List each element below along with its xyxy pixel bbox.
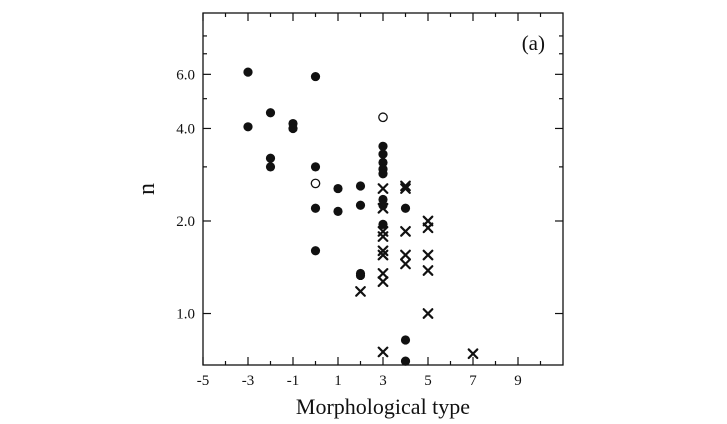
x-tick-label: -1 [287, 373, 300, 389]
filled-circle-point [355, 200, 366, 210]
filled-circle-point [400, 335, 411, 345]
filled-circle-point [355, 270, 366, 281]
filled-circle-point [310, 71, 321, 82]
filled-circle-point [378, 200, 388, 210]
x-tick-label: 7 [469, 373, 477, 389]
y-tick-label: 2.0 [176, 214, 195, 230]
cross-point [467, 348, 479, 360]
filled-circle-point [378, 169, 388, 179]
x-tick-label: 1 [334, 373, 342, 389]
cross-point [422, 249, 434, 261]
filled-circle-point [310, 162, 321, 172]
cross-point [422, 308, 434, 319]
filled-circle-point [310, 246, 321, 256]
filled-circle-point [243, 67, 253, 77]
y-axis-label: n [134, 183, 160, 195]
filled-circle-point [378, 157, 388, 168]
cross-point [377, 268, 389, 279]
cross-point [355, 286, 366, 297]
cross-point [422, 222, 434, 234]
cross-point [377, 249, 389, 261]
y-axis-ticks: 1.0 2.0 4.0 6.0 [176, 35, 563, 323]
cross-point [400, 225, 411, 237]
filled-circle-point [265, 153, 276, 163]
x-tick-label: 3 [379, 373, 387, 389]
filled-circle-point [378, 219, 388, 229]
x-tick-label: -5 [197, 373, 210, 389]
x-axis-label: Morphological type [296, 394, 470, 419]
cross-point [377, 202, 389, 214]
x-axis-ticks: -5 -3 -1 1 3 5 7 9 [197, 13, 542, 389]
cross-point [400, 249, 411, 261]
x-tick-label: -3 [242, 373, 255, 389]
x-tick-label: 9 [514, 373, 522, 389]
filled-circle-point [310, 203, 321, 213]
cross-point [400, 258, 411, 270]
filled-circle-point [288, 123, 298, 134]
filled-circle-point [378, 141, 388, 151]
cross-point [377, 346, 389, 358]
filled-circle-point [243, 122, 253, 132]
y-tick-label: 4.0 [176, 121, 195, 137]
open-circle-point [310, 178, 321, 189]
cross-point [377, 183, 389, 194]
cross-point [400, 180, 411, 192]
panel-label: (a) [522, 31, 545, 55]
open-circle-point [378, 112, 388, 123]
data-points [243, 67, 479, 366]
y-tick-label: 6.0 [176, 67, 195, 83]
cross-point [377, 276, 389, 288]
filled-circle-point [355, 181, 366, 191]
cross-point [422, 265, 434, 276]
filled-circle-point [400, 203, 411, 213]
cross-point [377, 231, 389, 242]
cross-point [400, 183, 411, 194]
filled-circle-point [333, 183, 343, 194]
filled-circle-point [378, 149, 388, 159]
filled-circle-point [265, 162, 276, 172]
y-tick-label: 1.0 [176, 307, 195, 323]
filled-circle-point [400, 356, 411, 366]
x-tick-label: 5 [424, 373, 432, 389]
filled-circle-point [333, 206, 343, 216]
filled-circle-point [265, 108, 276, 118]
